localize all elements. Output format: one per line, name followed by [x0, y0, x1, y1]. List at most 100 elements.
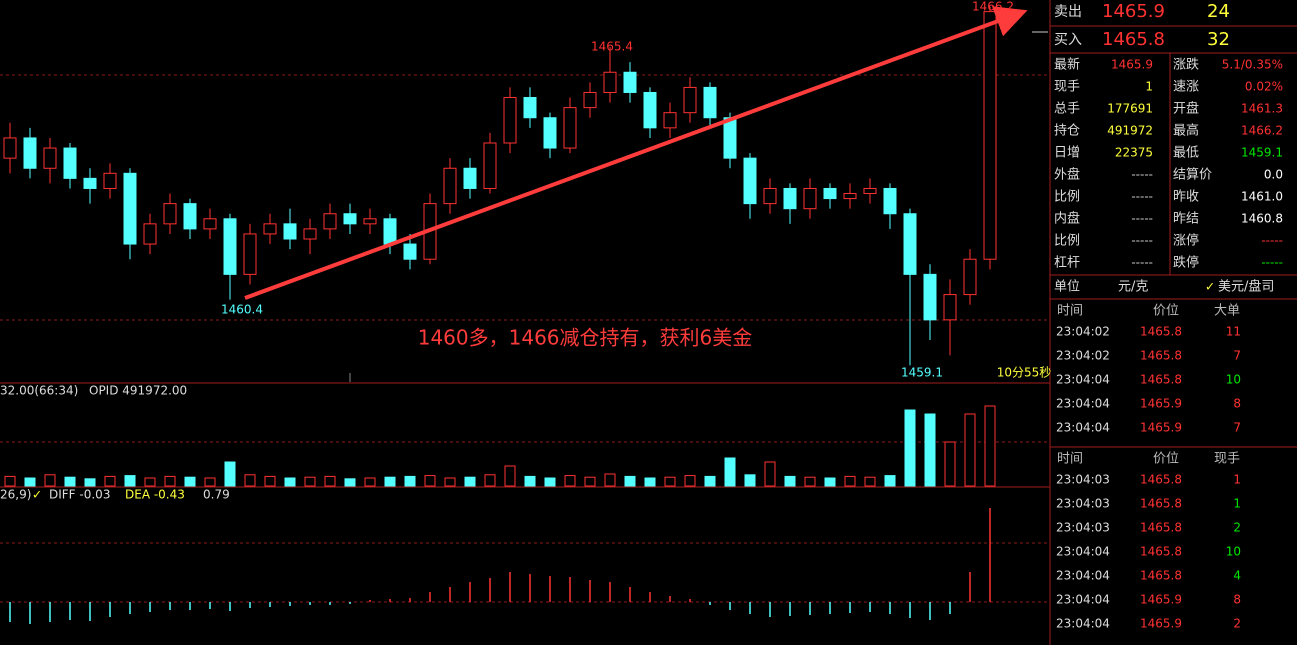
candle-body [163, 203, 177, 225]
candle-body [3, 137, 17, 159]
timer: 10分55秒 [997, 366, 1052, 380]
row-time: 23:04:03 [1056, 473, 1110, 487]
candle-body [903, 213, 917, 275]
volume-bar [24, 477, 36, 487]
row-time: 23:04:04 [1056, 373, 1110, 387]
quote-label: 卖出 [1054, 4, 1082, 20]
volume-bar [664, 476, 676, 487]
stat-value: 1459.1 [1241, 146, 1283, 160]
candle-body [563, 107, 577, 149]
stat-value: 0.0 [1264, 168, 1283, 182]
row-qty: 11 [1226, 325, 1241, 339]
volume-bar [504, 465, 516, 487]
candle-body [963, 258, 977, 296]
row-price: 1465.8 [1140, 373, 1182, 387]
candle-body [343, 213, 357, 225]
stat-label: 比例 [1054, 234, 1080, 249]
volume-bar [884, 475, 896, 487]
volume-bar [264, 475, 276, 487]
volume-bar [324, 475, 336, 487]
table-header: 大单 [1214, 304, 1240, 319]
stat-label: 外盘 [1054, 167, 1080, 183]
volume-bar [144, 477, 156, 487]
candle-body [263, 223, 277, 235]
candle-body [843, 193, 857, 200]
candle-body [703, 86, 717, 119]
table-header: 价位 [1153, 304, 1179, 319]
macd-value: 0.79 [203, 488, 230, 502]
volume-bar [384, 476, 396, 487]
row-price: 1465.9 [1140, 617, 1182, 631]
row-qty: 7 [1233, 349, 1241, 363]
volume-bar [524, 475, 536, 487]
row-time: 23:04:04 [1056, 421, 1110, 435]
row-time: 23:04:04 [1056, 545, 1110, 559]
row-price: 1465.8 [1140, 349, 1182, 363]
candle-body [83, 177, 97, 189]
stat-label: 最高 [1173, 123, 1199, 139]
stat-value: 0.02% [1245, 80, 1283, 94]
candle-body [623, 71, 637, 93]
stat-label: 昨结 [1173, 212, 1199, 227]
candle-body [403, 243, 417, 260]
stat-value: ----- [1131, 256, 1153, 270]
stat-value: 1 [1145, 80, 1153, 94]
row-qty: 10 [1226, 545, 1241, 559]
row-price: 1465.8 [1140, 473, 1182, 487]
candle-body [783, 187, 797, 210]
stat-label: 持仓 [1054, 124, 1080, 139]
candle-body [923, 273, 937, 321]
quote-price: 1465.9 [1102, 1, 1165, 22]
dea-label: DEA -0.43 [125, 488, 185, 502]
stat-value: ----- [1131, 212, 1153, 226]
quote-label: 买入 [1054, 32, 1082, 48]
candle-body [983, 11, 997, 260]
row-qty: 8 [1233, 397, 1241, 411]
candle-body [823, 187, 837, 200]
candle-body [443, 167, 457, 205]
row-price: 1465.8 [1140, 325, 1182, 339]
table-header: 价位 [1153, 452, 1179, 467]
row-price: 1465.8 [1140, 497, 1182, 511]
unit-label: 单位 [1054, 280, 1080, 295]
volume-bar [124, 475, 136, 487]
annotation: 1466.2 [972, 0, 1014, 14]
volume-bar [744, 474, 756, 487]
row-price: 1465.8 [1140, 545, 1182, 559]
stat-label: 跌停 [1173, 255, 1199, 271]
row-time: 23:04:04 [1056, 397, 1110, 411]
volume-bar [904, 409, 916, 487]
stat-label: 速涨 [1173, 80, 1199, 95]
candle-body [303, 228, 317, 240]
volume-bar [864, 476, 876, 487]
volume-bar [164, 475, 176, 487]
annotation: 1460.4 [221, 303, 263, 317]
volume-bar [924, 413, 936, 487]
stat-label: 昨收 [1173, 190, 1199, 205]
row-time: 23:04:04 [1056, 569, 1110, 583]
stat-label: 比例 [1054, 190, 1080, 205]
candle-body [723, 117, 737, 159]
candle-body [743, 157, 757, 205]
volume-bar [44, 474, 56, 487]
stat-label: 杠杆 [1054, 255, 1080, 271]
volume-bar [204, 477, 216, 487]
row-time: 23:04:02 [1056, 349, 1110, 363]
stat-label: 现手 [1054, 80, 1080, 95]
quote-price: 1465.8 [1102, 29, 1165, 50]
candle-body [383, 218, 397, 245]
candle-body [123, 172, 137, 245]
trend-arrow [244, 6, 1028, 300]
volume-bar [544, 477, 556, 487]
volume-bar [764, 461, 776, 487]
row-time: 23:04:04 [1056, 593, 1110, 607]
stat-label: 最新 [1054, 57, 1080, 73]
stat-value: 1461.0 [1241, 190, 1283, 204]
table-header: 时间 [1057, 452, 1083, 467]
candle-body [23, 137, 37, 169]
stat-value: 1465.9 [1111, 58, 1153, 72]
stat-value: 5.1/0.35% [1222, 58, 1283, 72]
volume-bar [944, 441, 956, 487]
